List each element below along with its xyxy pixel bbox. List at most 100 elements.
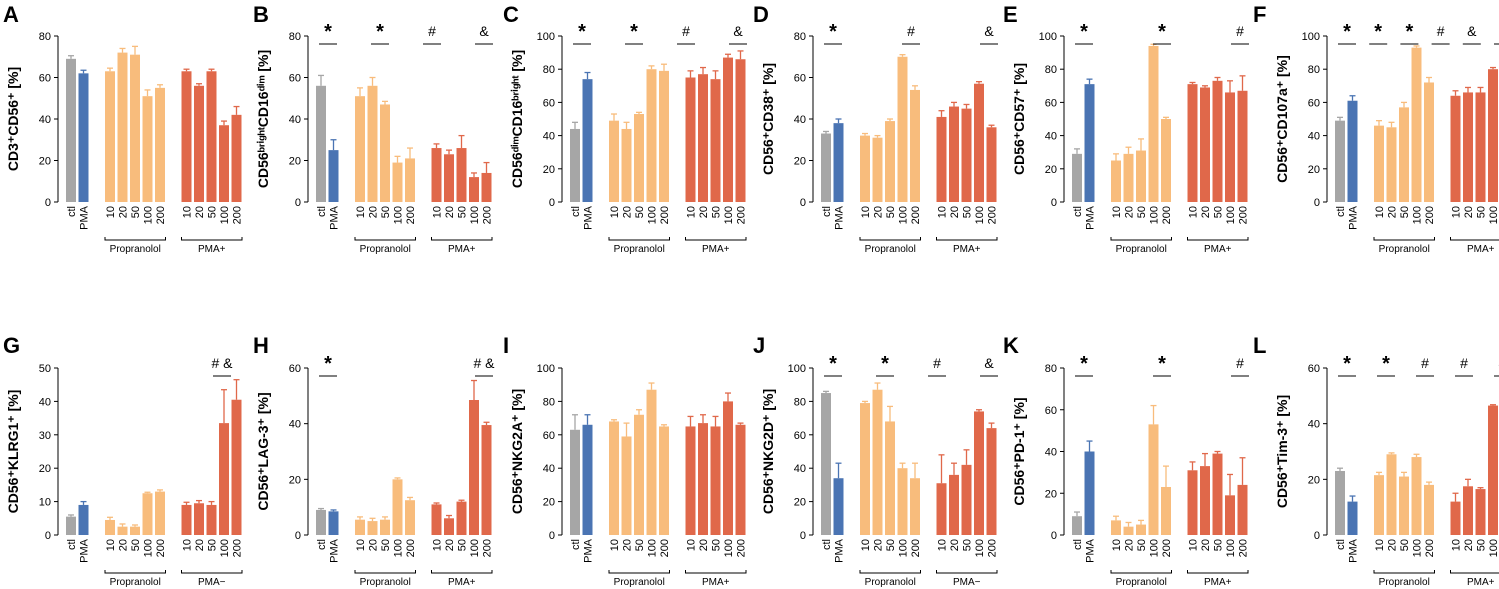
x-tick-label: ctl [570,539,582,550]
bar [117,526,128,535]
x-tick-label: 20 [1387,539,1399,551]
x-tick-label: 10 [182,539,194,551]
significance-marker: # [1421,355,1429,371]
group-bracket [859,570,921,574]
bar [1399,107,1409,202]
bar [78,73,89,202]
bar [1450,501,1461,535]
bar [685,77,696,202]
significance-marker: # [428,23,436,39]
x-tick-label: 100 [143,206,155,224]
group-bracket [181,237,243,241]
y-tick-label: 10 [39,497,51,509]
bar [355,519,365,535]
x-tick-label: 20 [194,539,206,551]
x-tick-label: PMA [79,205,91,230]
x-tick-label: 200 [232,539,244,557]
x-tick-label: 50 [634,539,646,551]
bar [1148,424,1159,535]
bar [1072,516,1082,535]
bar [78,504,89,535]
bar [316,85,326,202]
bar [1475,92,1486,202]
group-bracket [1373,570,1435,574]
significance-marker: * [324,353,332,375]
x-tick-label: 100 [1412,206,1424,224]
x-tick-label: 20 [1124,206,1136,218]
x-tick-label: 100 [469,539,481,557]
significance-marker: # [1460,355,1468,371]
x-tick-label: 50 [962,206,974,218]
group-label: Propranolol [865,577,916,588]
bar [469,177,479,202]
x-tick-label: 10 [355,539,367,551]
x-tick-label: 100 [1225,206,1237,224]
y-tick-label: 0 [295,197,301,209]
group-bracket [608,237,670,241]
group-label: PMA+ [1467,577,1495,588]
bar [1161,119,1171,202]
x-tick-label: ctl [316,206,328,217]
significance-marker: * [1158,353,1166,375]
bar [1386,127,1397,202]
y-tick-label: 0 [549,197,555,209]
x-tick-label: 100 [393,539,405,557]
y-axis-title: CD56⁺NKG2A⁺ [%] [509,389,525,514]
x-tick-label: PMA [834,205,846,230]
y-tick-label: 40 [289,419,301,431]
x-tick-label: PMA [1085,538,1097,563]
x-tick-label: 10 [1188,539,1200,551]
x-tick-label: 10 [355,206,367,218]
bar [936,116,947,202]
bar [723,57,733,202]
significance-marker: # [1236,355,1244,371]
y-tick-label: 0 [45,530,51,542]
x-tick-label: 10 [1111,539,1123,551]
bar [469,400,479,535]
y-tick-label: 80 [543,396,555,408]
bar [570,128,580,202]
y-tick-label: 20 [794,156,806,168]
y-tick-label: 20 [543,497,555,509]
x-tick-label: 50 [962,539,974,551]
group-label: Propranolol [865,244,916,255]
bar [1488,405,1498,535]
bar [444,154,454,202]
x-tick-label: 50 [1476,539,1488,551]
x-tick-label: 100 [219,206,231,224]
bar [1161,486,1171,535]
bar [821,393,831,535]
significance-marker: # [907,23,915,39]
bar [1111,160,1121,202]
x-tick-label: 50 [380,206,392,218]
x-tick-label: 200 [1238,206,1250,224]
bar [609,421,619,535]
bar [659,426,669,535]
x-tick-label: 50 [1399,539,1411,551]
bar [231,114,242,202]
x-tick-label: 10 [432,539,444,551]
x-tick-label: 100 [723,539,735,557]
bar [936,483,947,535]
y-tick-label: 0 [45,197,51,209]
group-bracket [1187,237,1249,241]
x-tick-label: 100 [1488,539,1499,557]
x-tick-label: PMA [329,538,341,563]
bar [328,511,339,535]
bar [961,464,972,535]
x-tick-label: 200 [1424,206,1436,224]
x-tick-label: 200 [155,539,167,557]
y-tick-label: 20 [1308,474,1320,486]
group-bracket [685,570,747,574]
x-tick-label: 200 [1424,539,1436,557]
x-tick-label: 50 [885,539,897,551]
bar [1200,466,1210,535]
y-tick-label: 40 [794,114,806,126]
significance-marker: * [630,21,638,43]
x-tick-label: 200 [1238,539,1250,557]
bar [1347,501,1358,535]
y-tick-label: 40 [543,463,555,475]
